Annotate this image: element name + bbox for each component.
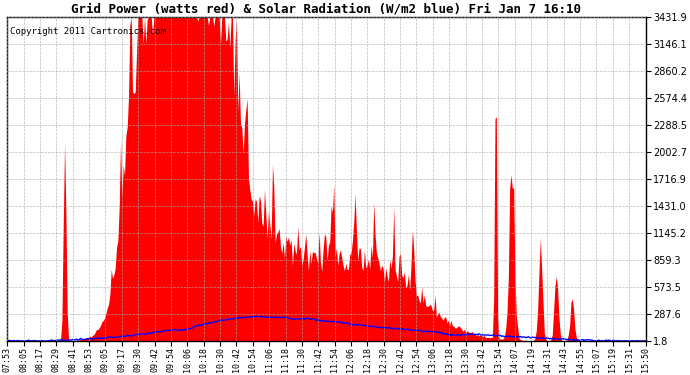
- Text: Copyright 2011 Cartronics.com: Copyright 2011 Cartronics.com: [10, 27, 166, 36]
- Title: Grid Power (watts red) & Solar Radiation (W/m2 blue) Fri Jan 7 16:10: Grid Power (watts red) & Solar Radiation…: [72, 3, 582, 16]
